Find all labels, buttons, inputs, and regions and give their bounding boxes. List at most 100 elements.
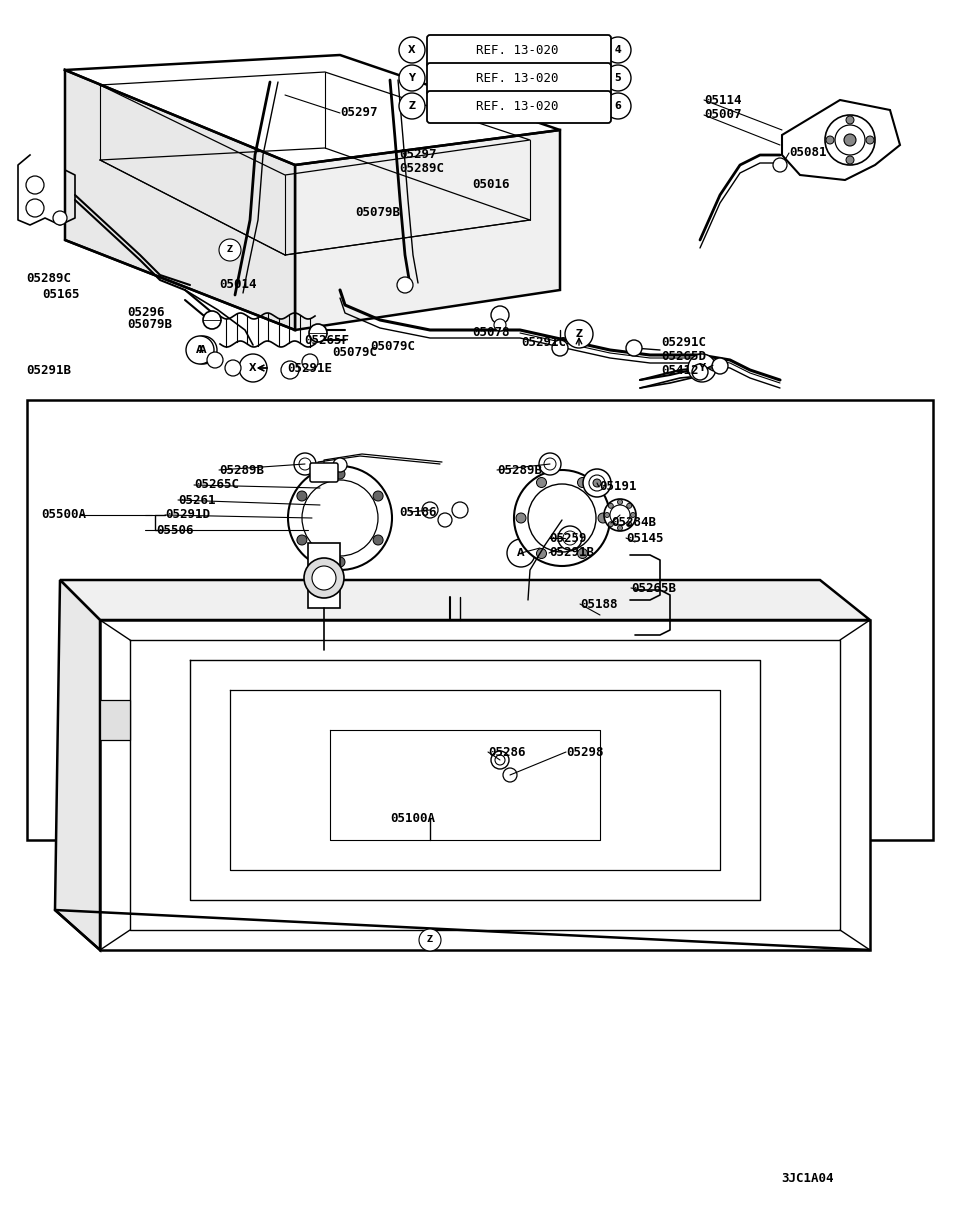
Circle shape [438,513,452,528]
Text: 05186: 05186 [399,506,437,519]
Text: 05079B: 05079B [355,207,400,219]
Bar [308,543,340,607]
Circle shape [537,478,546,488]
Circle shape [373,535,383,545]
Text: 05297: 05297 [399,149,437,161]
Text: 05079B: 05079B [127,318,172,332]
Circle shape [452,502,468,518]
Text: 05078: 05078 [472,325,510,339]
Circle shape [297,535,307,545]
Circle shape [397,277,413,293]
Circle shape [26,198,44,217]
Circle shape [627,522,632,526]
Text: 05014: 05014 [219,278,256,292]
Circle shape [605,65,631,91]
Text: 05289B: 05289B [219,463,264,477]
Text: 05261: 05261 [178,494,215,507]
Polygon shape [55,580,100,950]
Circle shape [491,306,509,324]
Text: 05284B: 05284B [611,517,656,530]
Text: 05079C: 05079C [332,346,377,359]
Circle shape [302,480,378,557]
Circle shape [846,156,854,165]
Text: 05191: 05191 [599,480,636,494]
Circle shape [712,358,728,374]
Text: 05289B: 05289B [497,463,542,477]
Circle shape [203,311,221,329]
Text: 05100A: 05100A [391,812,436,825]
FancyBboxPatch shape [427,35,611,67]
Circle shape [422,502,438,518]
Circle shape [610,505,630,525]
Polygon shape [100,620,870,950]
Text: Y: Y [409,73,416,83]
Circle shape [773,159,787,172]
Circle shape [333,459,347,472]
Circle shape [294,453,316,476]
Text: Z: Z [575,329,583,339]
Circle shape [26,175,44,194]
Circle shape [552,340,568,356]
Text: Z: Z [227,246,233,254]
Circle shape [335,469,345,479]
Circle shape [494,319,506,332]
Circle shape [373,491,383,501]
FancyBboxPatch shape [427,63,611,96]
Text: 6: 6 [614,100,621,111]
Circle shape [335,557,345,567]
Circle shape [299,459,311,469]
Text: 05500A: 05500A [41,508,86,522]
Circle shape [583,469,611,497]
Circle shape [604,499,636,531]
Circle shape [866,136,874,144]
Text: 05289C: 05289C [26,271,71,284]
Circle shape [207,352,223,368]
Polygon shape [782,100,900,180]
Circle shape [539,453,561,476]
Text: Z: Z [427,935,433,945]
Text: Y: Y [699,363,706,373]
Circle shape [565,319,593,348]
Text: 05259: 05259 [549,531,587,545]
Circle shape [589,476,605,491]
Circle shape [239,355,267,382]
Text: 05296: 05296 [127,305,164,318]
Circle shape [516,513,526,523]
Text: 05145: 05145 [626,531,663,545]
Text: 05188: 05188 [580,598,617,611]
Circle shape [617,525,622,530]
Text: 5: 5 [614,73,621,83]
Polygon shape [65,70,295,330]
Circle shape [825,115,875,165]
Text: 05265C: 05265C [194,478,239,491]
FancyBboxPatch shape [310,463,338,482]
Circle shape [605,93,631,119]
Circle shape [537,548,546,559]
Text: 05291C: 05291C [521,336,566,350]
Circle shape [309,324,327,342]
Polygon shape [100,701,130,741]
Circle shape [692,364,708,380]
Circle shape [189,336,217,364]
Circle shape [846,116,854,123]
Text: 05291E: 05291E [287,363,332,375]
Text: 4: 4 [614,45,621,54]
Circle shape [507,538,535,567]
Text: 05412: 05412 [661,364,699,378]
Circle shape [186,336,214,364]
Circle shape [609,503,613,508]
Circle shape [399,93,425,119]
Text: X: X [408,45,416,54]
Text: 05016: 05016 [472,179,510,191]
Text: 05265F: 05265F [304,334,349,347]
Circle shape [598,513,608,523]
Circle shape [419,929,441,951]
Text: X: X [250,363,256,373]
Text: 05289C: 05289C [399,161,444,174]
Bar [27,401,933,840]
Circle shape [514,469,610,566]
Circle shape [53,211,67,225]
Circle shape [688,355,716,382]
Circle shape [609,522,613,526]
Text: Z: Z [408,100,416,111]
